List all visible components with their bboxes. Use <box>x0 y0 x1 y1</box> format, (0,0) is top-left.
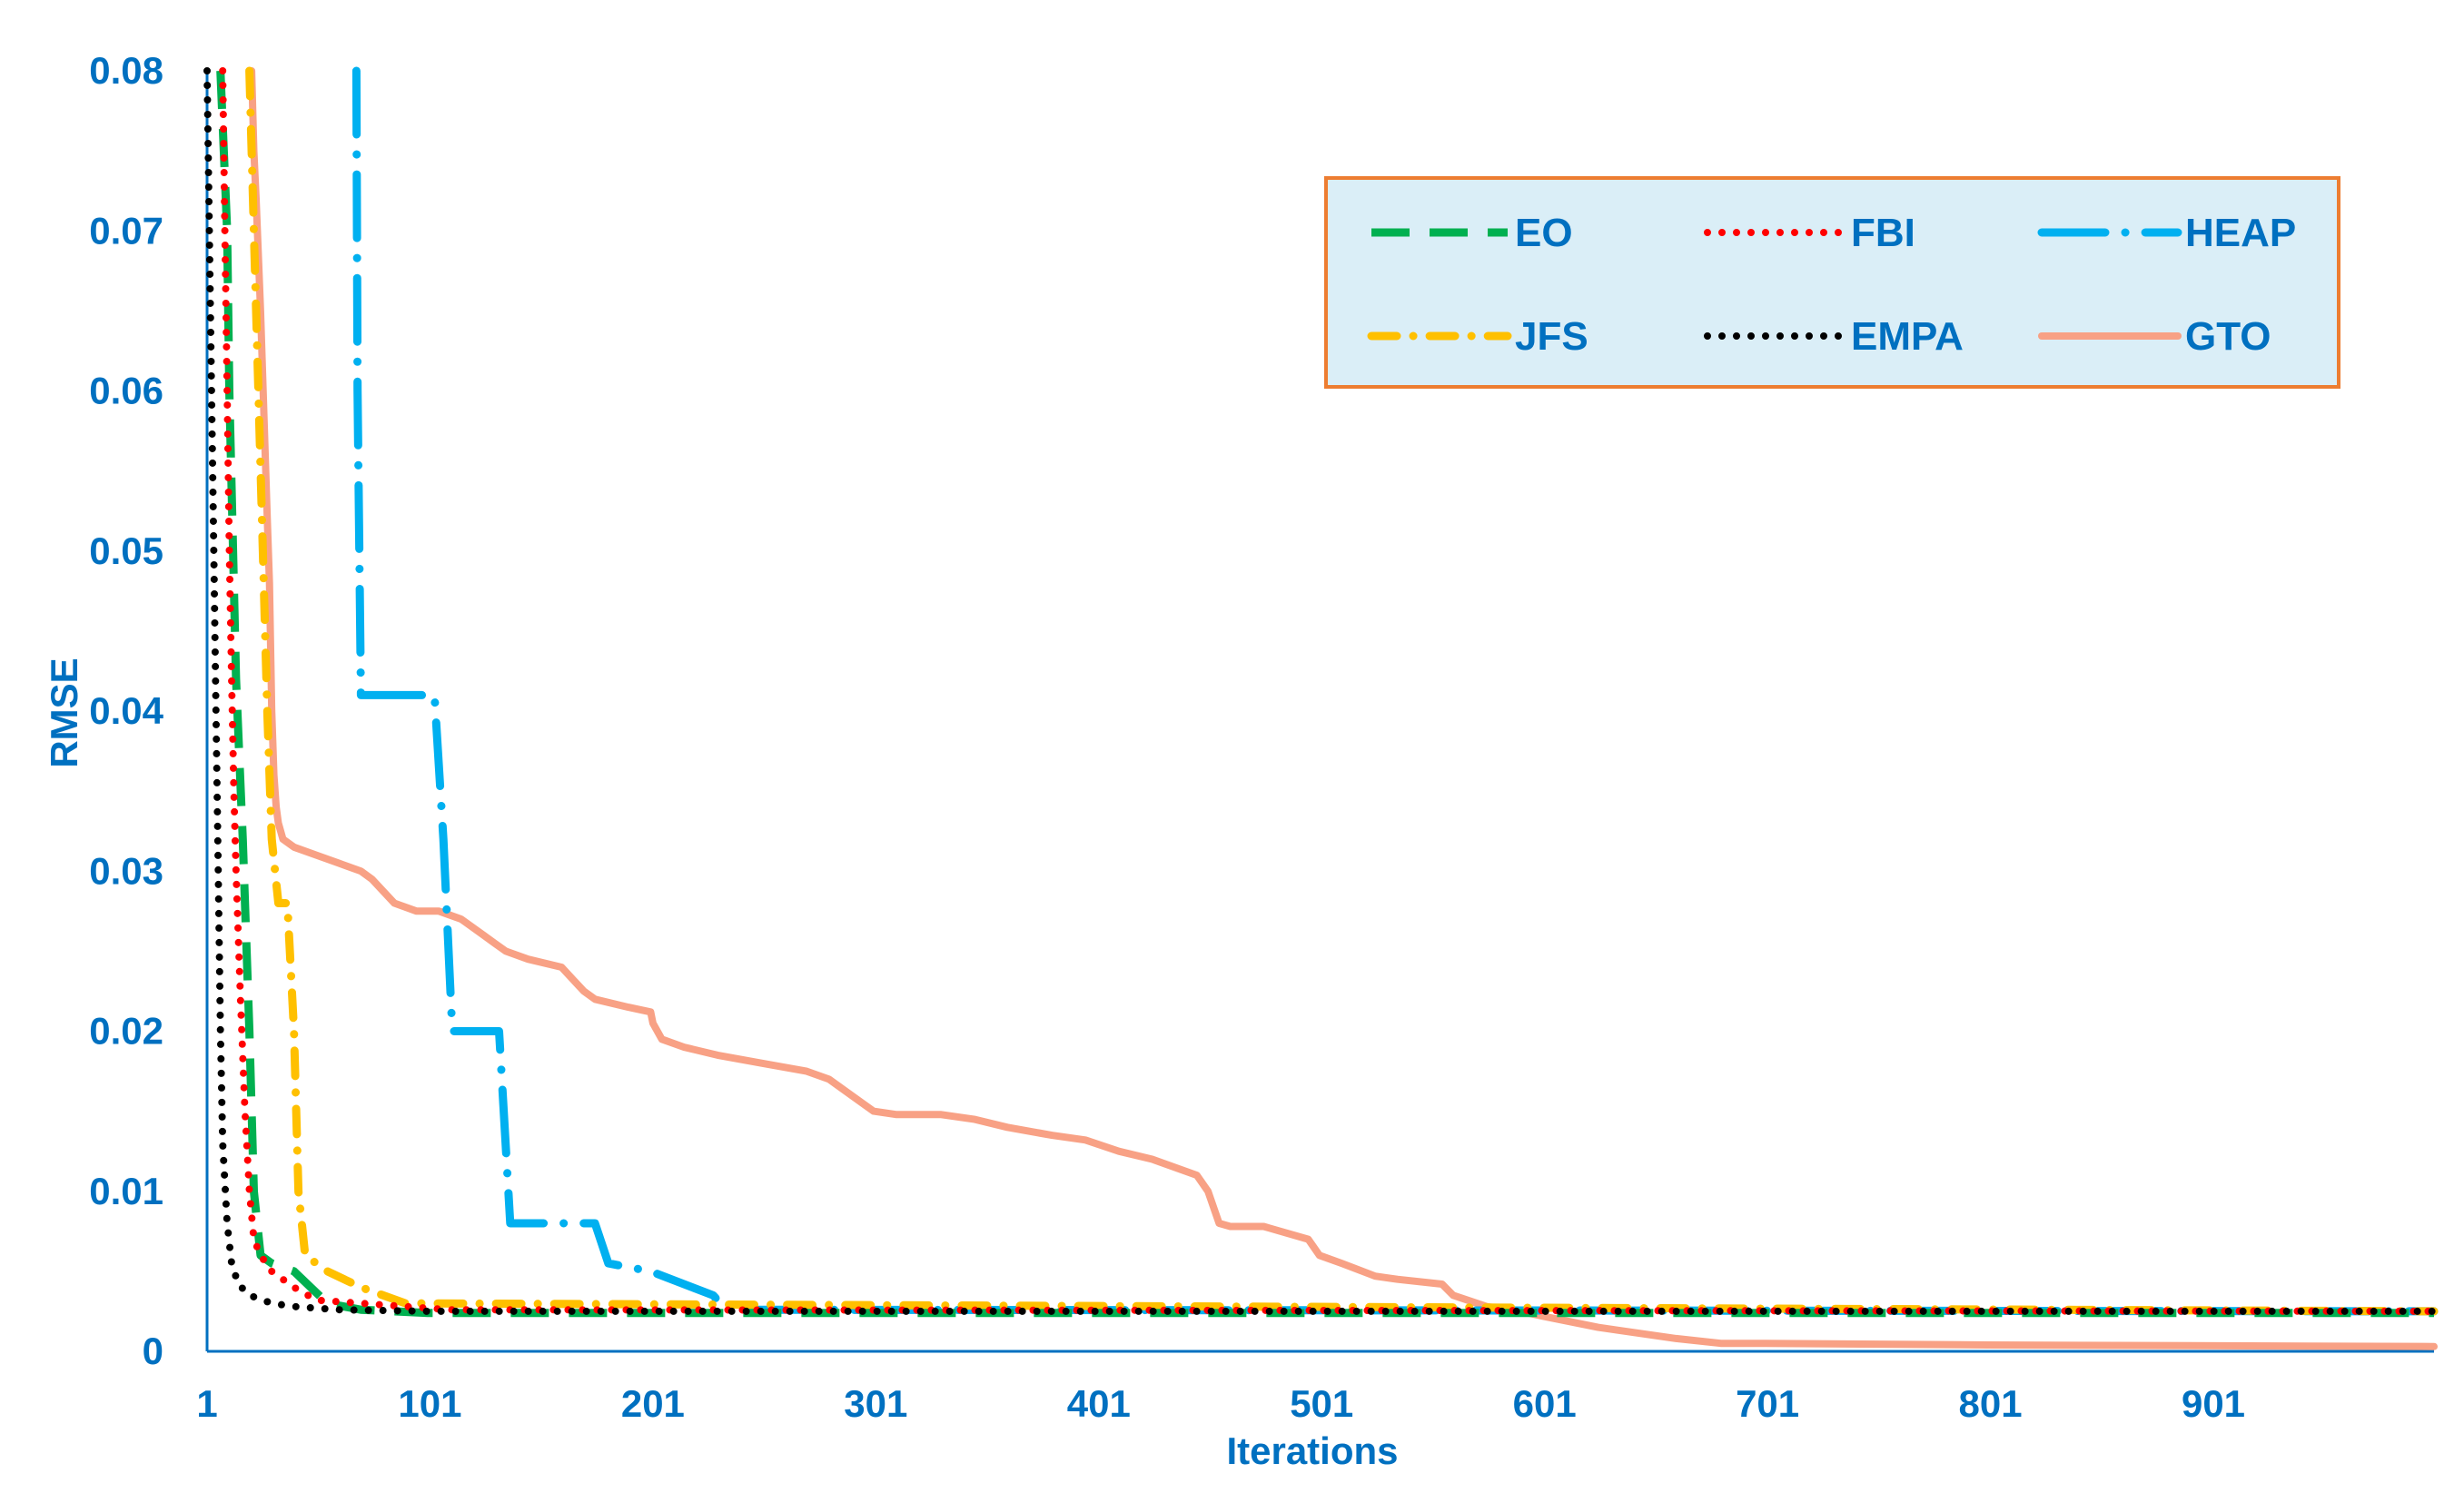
series-line-jfs <box>245 66 2439 1316</box>
series-line-empa <box>203 67 2438 1315</box>
y-tick-label: 0.07 <box>89 209 163 252</box>
series-line-heap <box>351 66 2439 1316</box>
series-line-gto <box>248 67 2438 1350</box>
y-tick-label: 0.06 <box>89 370 163 412</box>
y-tick-label: 0.05 <box>89 529 163 572</box>
y-tick-label: 0.01 <box>89 1170 163 1212</box>
legend-label-jfs: JFS <box>1515 314 1588 359</box>
x-tick-label: 1 <box>196 1382 217 1425</box>
legend: EO FBI HEAP JFS EMPA GTO <box>1324 176 2340 389</box>
series-line-fbi <box>219 67 2438 1315</box>
y-axis-ticks: 0 0.01 0.02 0.03 0.04 0.05 0.06 0.07 0.08 <box>89 49 163 1372</box>
y-tick-label: 0.03 <box>89 849 163 892</box>
y-tick-label: 0.04 <box>89 689 163 732</box>
legend-label-gto: GTO <box>2185 314 2271 359</box>
x-tick-label: 501 <box>1290 1382 1353 1425</box>
x-axis-ticks: 1 101 201 301 401 501 601 701 801 901 <box>196 1382 2245 1425</box>
y-axis-title: RMSE <box>43 658 85 767</box>
x-tick-label: 701 <box>1736 1382 1799 1425</box>
series-lines <box>203 66 2439 1350</box>
legend-label-empa: EMPA <box>1851 314 1964 359</box>
y-tick-label: 0.02 <box>89 1010 163 1053</box>
x-axis-title: Iterations <box>1226 1429 1398 1472</box>
y-tick-label: 0.08 <box>89 49 163 92</box>
y-tick-label: 0 <box>143 1330 163 1372</box>
legend-label-fbi: FBI <box>1851 211 1915 255</box>
x-tick-label: 801 <box>1959 1382 2023 1425</box>
x-tick-label: 901 <box>2182 1382 2245 1425</box>
legend-label-heap: HEAP <box>2185 211 2296 255</box>
x-tick-label: 301 <box>844 1382 907 1425</box>
x-tick-label: 101 <box>398 1382 461 1425</box>
x-tick-label: 401 <box>1067 1382 1131 1425</box>
legend-label-eo: EO <box>1515 211 1573 255</box>
legend-box <box>1324 176 2340 389</box>
x-tick-label: 601 <box>1513 1382 1577 1425</box>
x-tick-label: 201 <box>621 1382 685 1425</box>
